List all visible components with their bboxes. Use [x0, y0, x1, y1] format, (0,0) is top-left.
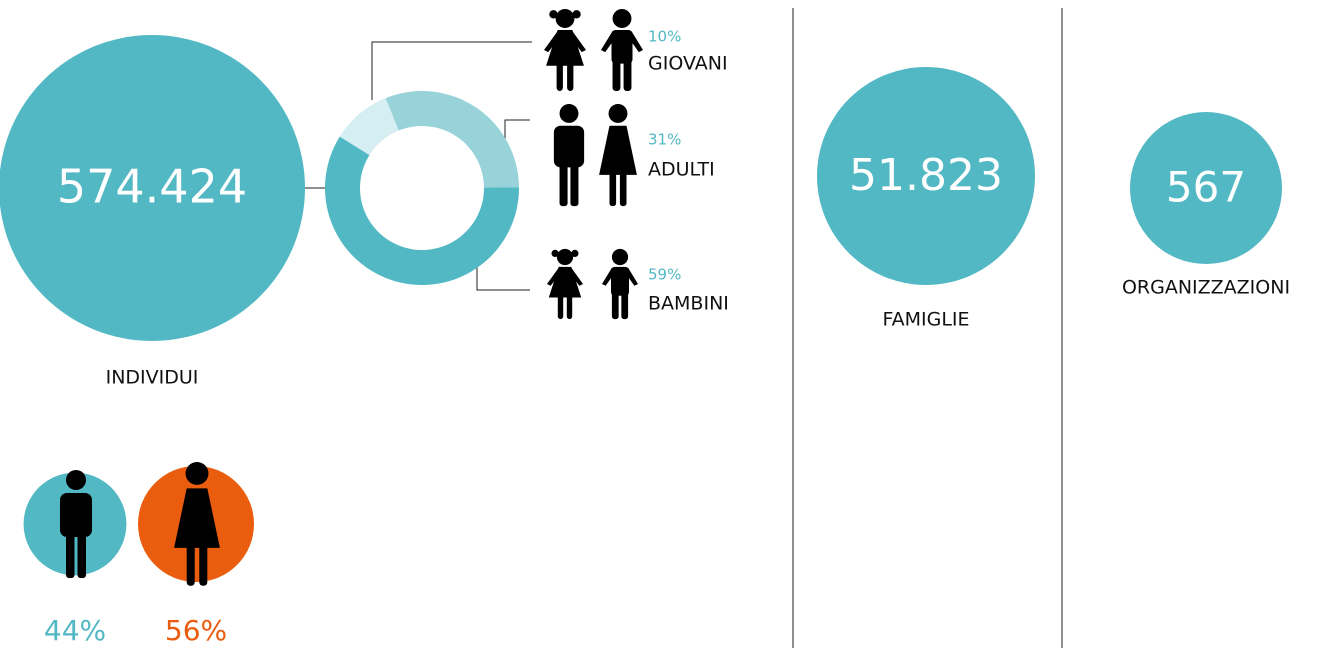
pct-label: 10%: [648, 28, 681, 46]
connector: [504, 119, 530, 145]
pct-label: 31%: [648, 131, 681, 149]
donut-segment: [324, 136, 519, 286]
organizzazioni-value: 567: [1166, 163, 1246, 212]
donut-segment: [385, 91, 519, 188]
gender-pct: 56%: [165, 614, 227, 647]
icon-girl: [547, 248, 583, 320]
donut-chart: [324, 91, 519, 286]
gender-pct: 44%: [44, 614, 106, 647]
famiglie-label: FAMIGLIE: [882, 309, 969, 331]
famiglie-value: 51.823: [849, 150, 1003, 201]
pct-label: 59%: [648, 266, 681, 284]
group-label: BAMBINI: [648, 293, 729, 315]
icon-boy: [601, 9, 643, 91]
icon-girl: [544, 9, 586, 91]
individui-circle: [0, 35, 305, 341]
icon-man: [553, 104, 585, 207]
connector: [371, 41, 532, 100]
famiglie-circle: [817, 67, 1035, 285]
donut-segment: [339, 98, 399, 156]
icon-woman: [599, 104, 637, 207]
gender-chart: 44% 56%: [23, 466, 254, 647]
group-label: ADULTI: [648, 159, 715, 181]
connector: [476, 262, 530, 291]
organizzazioni-circle: [1130, 112, 1282, 264]
organizzazioni-label: ORGANIZZAZIONI: [1122, 277, 1290, 299]
group-label: GIOVANI: [648, 53, 728, 75]
individui-label: INDIVIDUI: [106, 367, 199, 389]
individui-value: 574.424: [57, 160, 247, 214]
icon-boy: [602, 248, 638, 320]
